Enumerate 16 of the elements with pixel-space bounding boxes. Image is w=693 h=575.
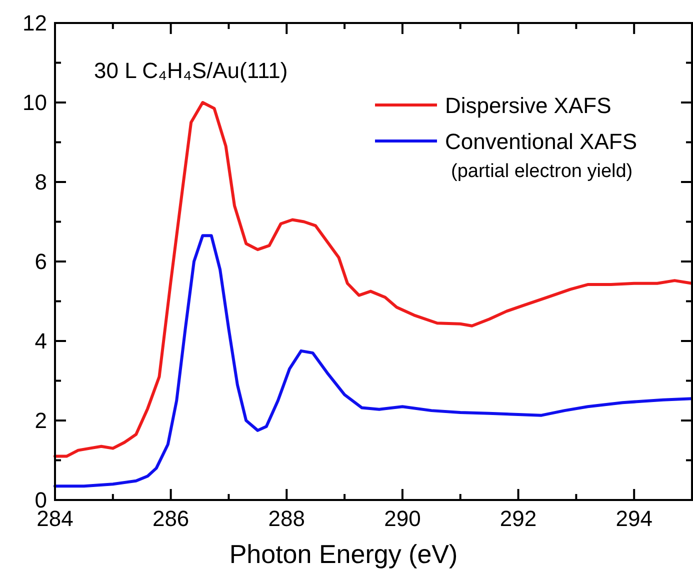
annotation: 30 L C₄H₄S/Au(111) (94, 58, 288, 83)
x-tick-label: 290 (384, 506, 421, 531)
y-tick-label: 6 (34, 249, 47, 274)
legend-label: Conventional XAFS (partial electron yield) (445, 129, 637, 182)
x-tick-label: 288 (268, 506, 305, 531)
y-tick-label: 2 (34, 408, 47, 434)
x-tick-label: 286 (152, 506, 190, 531)
x-tick-label: 292 (500, 506, 537, 531)
y-tick-label: 10 (22, 90, 47, 116)
legend-label: Dispersive XAFS (445, 93, 612, 118)
y-tick-label: 12 (22, 10, 47, 36)
line-series (54, 234, 693, 488)
y-tick-label: 4 (34, 328, 47, 354)
x-axis-title: Photon Energy (eV) (229, 539, 458, 569)
x-tick-label: 294 (616, 506, 652, 531)
y-tick-label: 8 (34, 170, 47, 195)
